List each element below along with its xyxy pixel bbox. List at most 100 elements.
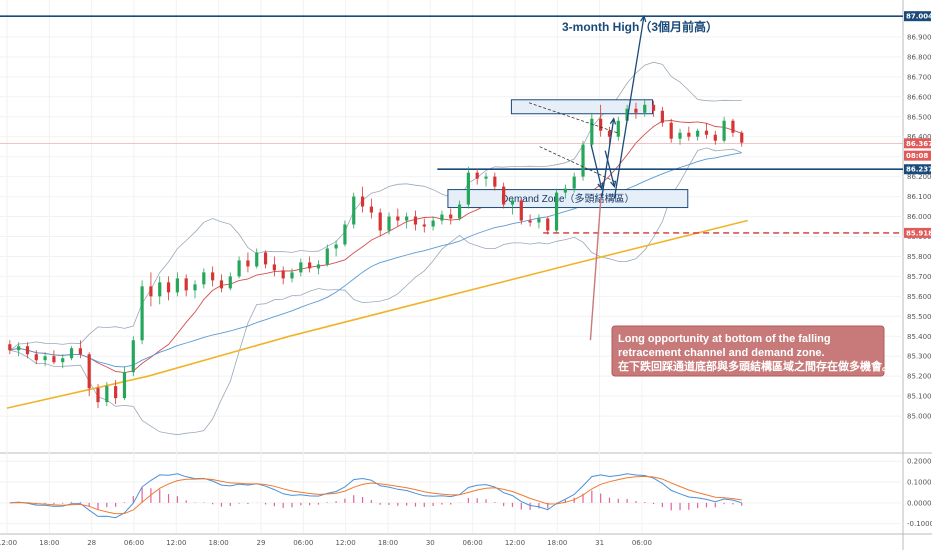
price-levels bbox=[0, 15, 903, 234]
candle-body bbox=[722, 120, 726, 141]
macd-tick-label: 0.1000 bbox=[907, 479, 932, 487]
candle-body bbox=[122, 372, 127, 399]
candle-body bbox=[590, 118, 594, 145]
bollinger-lower bbox=[9, 147, 742, 436]
price-tick-label: 86.400 bbox=[907, 133, 932, 141]
candle-body bbox=[740, 132, 744, 143]
candle-body bbox=[87, 354, 91, 389]
annotations: 3-month High（3個月前高） Long opportunity at b… bbox=[562, 19, 893, 377]
candle-body bbox=[554, 192, 559, 231]
time-tick-label: 12:00 bbox=[336, 539, 356, 547]
price-tick-label: 86.800 bbox=[907, 53, 932, 61]
candle-body bbox=[378, 212, 382, 231]
candle-body bbox=[114, 386, 118, 399]
callout-box bbox=[611, 325, 885, 377]
price-badge bbox=[904, 150, 931, 161]
candle-body bbox=[510, 200, 515, 205]
candle-body bbox=[255, 252, 259, 267]
price-tick-label: 85.400 bbox=[907, 333, 932, 341]
candle-body bbox=[599, 118, 603, 131]
candle-body bbox=[8, 344, 12, 351]
candle-body bbox=[308, 262, 312, 269]
price-tick-label: 85.800 bbox=[907, 253, 932, 261]
demand-zone-box bbox=[447, 189, 689, 209]
candle-body bbox=[202, 272, 206, 285]
callout-line-2: retracement channel and demand zone. bbox=[618, 347, 825, 359]
candle-body bbox=[643, 104, 647, 113]
time-tick-label: 12:00 bbox=[166, 539, 186, 547]
macd-tick-label: 0.2000 bbox=[907, 458, 932, 466]
price-badge-label: 87.004 bbox=[906, 13, 932, 21]
time-tick-label: 29 bbox=[257, 539, 266, 547]
candle-body bbox=[25, 346, 30, 355]
channel-upper-line bbox=[528, 102, 618, 134]
candle-body bbox=[237, 260, 241, 277]
candle-body bbox=[457, 204, 462, 219]
candle-body bbox=[158, 282, 162, 297]
candle-body bbox=[316, 264, 321, 269]
callout-pointer bbox=[589, 196, 602, 341]
price-tick-label: 85.500 bbox=[907, 313, 932, 321]
candle-body bbox=[360, 196, 365, 207]
trend-drawings bbox=[528, 14, 647, 341]
down-arrow-right-head bbox=[610, 180, 617, 189]
signal-line bbox=[9, 475, 742, 515]
candle-body bbox=[78, 348, 82, 355]
candle-body bbox=[184, 278, 188, 291]
candle-body bbox=[625, 108, 629, 121]
three-month-high-title: 3-month High（3個月前高） bbox=[562, 19, 718, 34]
candle-body bbox=[263, 252, 268, 265]
time-tick-label: 18:00 bbox=[378, 539, 398, 547]
candle-body bbox=[493, 176, 497, 187]
price-tick-label: 85.000 bbox=[907, 413, 932, 421]
candle-body bbox=[431, 220, 435, 227]
candle-body bbox=[387, 216, 391, 231]
candle-body bbox=[272, 264, 276, 271]
time-tick-label: 18:00 bbox=[39, 539, 59, 547]
candle-body bbox=[246, 260, 250, 267]
candle-body bbox=[607, 130, 612, 137]
price-badge-label: 86.237 bbox=[906, 166, 932, 174]
candle-body bbox=[43, 356, 47, 361]
candle-body bbox=[211, 272, 215, 281]
price-tick-label: 86.700 bbox=[907, 73, 932, 81]
candle-body bbox=[219, 280, 224, 289]
candle-body bbox=[678, 132, 682, 139]
candle-body bbox=[34, 354, 38, 361]
time-tick-label: 12:00 bbox=[0, 539, 17, 547]
price-badge-label: 85.918 bbox=[906, 229, 932, 237]
candle-body bbox=[546, 218, 550, 231]
macd-tick-label: 0.0000 bbox=[907, 499, 932, 507]
candle-body bbox=[369, 206, 373, 213]
candle-body bbox=[687, 132, 691, 137]
candle-body bbox=[581, 144, 585, 177]
candle-body bbox=[696, 130, 700, 137]
candle-body bbox=[449, 214, 453, 219]
up-arrow-mid-head bbox=[609, 117, 617, 125]
candle-body bbox=[343, 224, 347, 245]
price-tick-label: 85.200 bbox=[907, 373, 932, 381]
down-arrow-right bbox=[604, 150, 616, 187]
time-tick-label: 28 bbox=[87, 539, 96, 547]
callout-line-1: Long opportunity at bottom of the fallin… bbox=[618, 333, 831, 345]
time-axis: 12:00 18:00 28 06:00 12:00 18:00 29 06:00 12:00 1… bbox=[0, 539, 652, 547]
candle-body bbox=[352, 196, 356, 225]
price-tick-label: 85.700 bbox=[907, 273, 932, 281]
candle-body bbox=[616, 120, 620, 137]
price-badge bbox=[904, 138, 931, 149]
price-tick-label: 86.500 bbox=[907, 113, 932, 121]
price-tick-label: 86.100 bbox=[907, 193, 932, 201]
candle-body bbox=[175, 278, 179, 293]
time-tick-label: 06:00 bbox=[632, 539, 652, 547]
candle-body bbox=[281, 270, 285, 279]
bollinger-bands bbox=[9, 61, 742, 436]
candle-body bbox=[475, 172, 479, 179]
price-tick-label: 85.300 bbox=[907, 353, 932, 361]
candle-body bbox=[413, 216, 418, 225]
candle-body bbox=[228, 276, 232, 289]
zones: Demand Zone（多頭結構區） bbox=[447, 99, 689, 209]
down-arrow-left-head bbox=[597, 182, 604, 191]
price-tick-label: 85.100 bbox=[907, 393, 932, 401]
price-badge-label: 08:08 bbox=[906, 152, 928, 160]
